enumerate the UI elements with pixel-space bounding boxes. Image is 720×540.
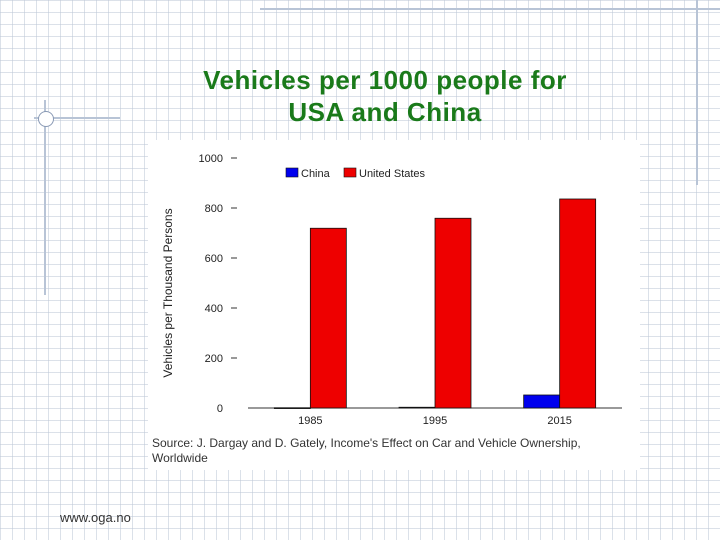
x-tick-label: 2015 [547,415,571,427]
decorative-circle [38,111,54,127]
bar-chart: Vehicles per Thousand Persons 0 200 400 600 8… [161,153,622,427]
legend-label: United States [359,168,426,180]
x-tick-label: 1985 [298,415,322,427]
y-tick-label: 400 [205,303,223,315]
y-axis-label: Vehicles per Thousand Persons [161,208,175,377]
bar-united-states [434,217,472,409]
legend-swatch-united-states [343,167,357,178]
title-line-1: Vehicles per 1000 people for [203,65,567,95]
bar-china [398,406,436,409]
y-tick-label: 600 [205,253,223,265]
y-tick-label: 1000 [199,153,223,165]
footer-url: www.oga.no [60,510,131,525]
legend-label: China [301,168,331,180]
decorative-left-hline [34,117,120,119]
y-tick-label: 800 [205,203,223,215]
y-tick-label: 0 [217,403,223,415]
chart-panel: Vehicles per Thousand Persons 0 200 400 600 8… [148,140,640,470]
title-line-2: USA and China [288,97,482,127]
source-note: Source: J. Dargay and D. Gately, Income'… [152,436,581,465]
decorative-left-vline [44,100,46,295]
slide-title: Vehicles per 1000 people for USA and Chi… [150,64,620,128]
bar-united-states [309,227,347,409]
y-tick-label: 200 [205,353,223,365]
bar-united-states [559,198,597,409]
bar-china [523,394,561,409]
x-tick-label: 1995 [423,415,447,427]
legend-swatch-china [285,167,299,178]
bar-china [273,407,311,409]
decorative-top-line [260,8,720,10]
decorative-right-line [696,0,698,185]
